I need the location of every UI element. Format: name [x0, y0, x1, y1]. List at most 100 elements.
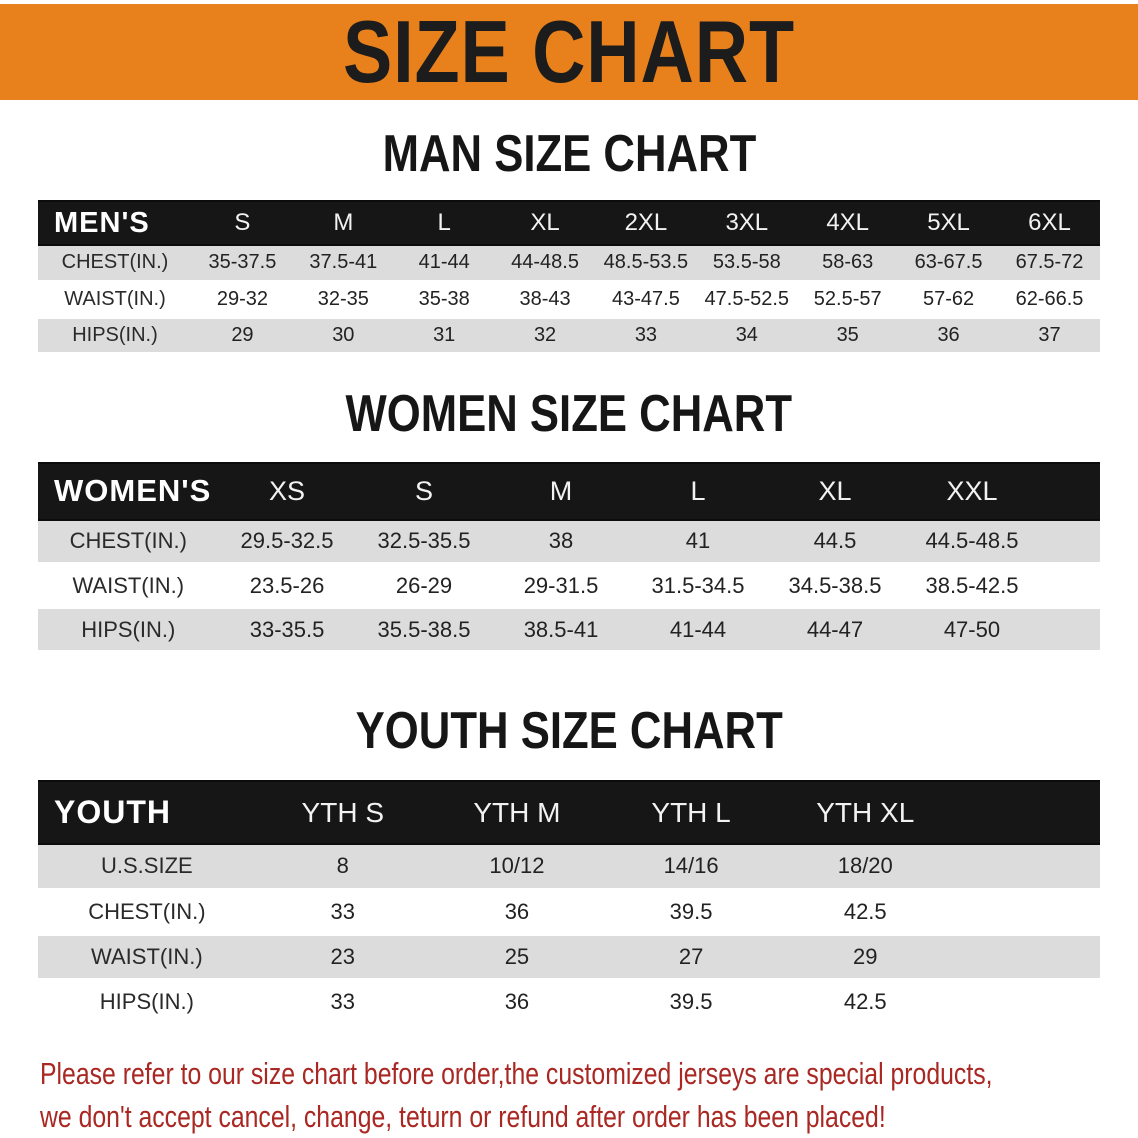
youth-table-corner-label: YOUTH [38, 780, 256, 845]
measurement-value: 33 [255, 889, 430, 936]
measurement-value: 32 [494, 317, 596, 355]
measurement-value: 30 [292, 317, 394, 355]
size-column-header: XXL [903, 461, 1041, 521]
men-size-chart-section: MAN SIZE CHART MEN'S S M L XL 2XL 3XL 4XL 5XL 6XL… [0, 126, 1138, 355]
size-column-header: XL [766, 461, 904, 521]
measurement-value: 53.5-58 [696, 245, 798, 283]
measurement-value: 29 [192, 317, 293, 355]
measurement-value: 35.5-38.5 [355, 607, 493, 653]
measurement-value: 23 [255, 934, 430, 981]
measurement-row: WAIST(IN.) 23.5-26 26-29 29-31.5 31.5-34.5 34… [38, 563, 1100, 609]
size-column-header: S [355, 461, 493, 521]
measurement-value: 39.5 [604, 979, 779, 1026]
measurement-value: 31 [393, 317, 495, 355]
spacer-cell [1040, 461, 1100, 521]
measurement-row: CHEST(IN.) 33 36 39.5 42.5 [38, 889, 1100, 936]
measurement-value: 26-29 [355, 563, 493, 609]
measurement-value: 31.5-34.5 [629, 563, 767, 609]
order-policy-note: Please refer to our size chart before or… [40, 1052, 1138, 1138]
women-size-table: WOMEN'S XS S M L XL XXL CHEST(IN.) 29.5-32.5 32.5… [38, 461, 1100, 653]
measurement-row-label: HIPS(IN.) [38, 979, 256, 1026]
measurement-value: 38.5-42.5 [903, 563, 1041, 609]
measurement-value: 35-37.5 [192, 245, 293, 283]
measurement-value: 44-47 [766, 607, 904, 653]
measurement-value: 44-48.5 [494, 245, 596, 283]
measurement-row-label: CHEST(IN.) [38, 889, 256, 936]
measurement-value: 36 [429, 889, 605, 936]
measurement-row: CHEST(IN.) 29.5-32.5 32.5-35.5 38 41 44.5 44.5… [38, 519, 1100, 565]
measurement-value: 43-47.5 [595, 281, 697, 319]
measurement-value: 38 [492, 519, 630, 565]
women-table-header-row: WOMEN'S XS S M L XL XXL [38, 461, 1100, 521]
youth-table-header-row: YOUTH YTH S YTH M YTH L YTH XL [38, 780, 1100, 845]
women-chart-heading: WOMEN SIZE CHART [0, 386, 1138, 442]
measurement-value: 44.5-48.5 [903, 519, 1041, 565]
spacer-cell [1040, 519, 1100, 565]
measurement-value: 32-35 [292, 281, 394, 319]
spacer-cell [952, 934, 1100, 981]
size-column-header: YTH L [604, 780, 779, 845]
measurement-value: 29-32 [192, 281, 293, 319]
measurement-value: 27 [604, 934, 779, 981]
size-column-header: XL [494, 200, 596, 246]
measurement-value: 23.5-26 [218, 563, 356, 609]
measurement-value: 58-63 [797, 245, 899, 283]
measurement-row: U.S.SIZE 8 10/12 14/16 18/20 [38, 844, 1100, 891]
measurement-value: 47-50 [903, 607, 1041, 653]
order-policy-line-1-text: Please refer to our size chart before or… [40, 1055, 993, 1091]
measurement-value: 36 [429, 979, 605, 1026]
size-column-header: 5XL [898, 200, 999, 246]
measurement-row: WAIST(IN.) 23 25 27 29 [38, 934, 1100, 981]
measurement-value: 29 [778, 934, 953, 981]
measurement-value: 38.5-41 [492, 607, 630, 653]
measurement-value: 34 [696, 317, 798, 355]
measurement-row: WAIST(IN.) 29-32 32-35 35-38 38-43 43-47.5 47.… [38, 281, 1100, 319]
spacer-cell [1040, 607, 1100, 653]
men-table-corner-label: MEN'S [38, 200, 192, 246]
size-column-header: YTH S [255, 780, 430, 845]
spacer-cell [952, 844, 1100, 891]
measurement-value: 32.5-35.5 [355, 519, 493, 565]
spacer-cell [952, 780, 1100, 845]
measurement-row: HIPS(IN.) 33-35.5 35.5-38.5 38.5-41 41-44 44-… [38, 607, 1100, 653]
size-column-header: XS [218, 461, 356, 521]
measurement-value: 35-38 [393, 281, 495, 319]
measurement-value: 33 [595, 317, 697, 355]
measurement-row: CHEST(IN.) 35-37.5 37.5-41 41-44 44-48.5 48.5… [38, 245, 1100, 283]
measurement-value: 44.5 [766, 519, 904, 565]
women-size-chart-section: WOMEN SIZE CHART WOMEN'S XS S M L XL XXL CHEST(… [0, 386, 1138, 653]
measurement-value: 34.5-38.5 [766, 563, 904, 609]
measurement-value: 33 [255, 979, 430, 1026]
measurement-value: 18/20 [778, 844, 953, 891]
men-chart-heading: MAN SIZE CHART [0, 126, 1138, 182]
measurement-value: 67.5-72 [999, 245, 1100, 283]
measurement-value: 57-62 [898, 281, 999, 319]
size-chart-page: SIZE CHART MAN SIZE CHART MEN'S S M L XL 2XL 3… [0, 4, 1138, 1136]
spacer-cell [952, 889, 1100, 936]
measurement-value: 41-44 [393, 245, 495, 283]
measurement-row: HIPS(IN.) 29 30 31 32 33 34 35 36 37 [38, 317, 1100, 355]
women-table-corner-label: WOMEN'S [38, 461, 219, 521]
measurement-value: 52.5-57 [797, 281, 899, 319]
spacer-cell [952, 979, 1100, 1026]
size-column-header: 3XL [696, 200, 798, 246]
measurement-value: 37.5-41 [292, 245, 394, 283]
measurement-value: 36 [898, 317, 999, 355]
size-column-header: 2XL [595, 200, 697, 246]
measurement-value: 63-67.5 [898, 245, 999, 283]
order-policy-line-1: Please refer to our size chart before or… [40, 1052, 1138, 1095]
measurement-row-label: CHEST(IN.) [38, 245, 192, 283]
measurement-value: 37 [999, 317, 1100, 355]
measurement-row: HIPS(IN.) 33 36 39.5 42.5 [38, 979, 1100, 1026]
measurement-row-label: WAIST(IN.) [38, 281, 192, 319]
size-column-header: 6XL [999, 200, 1100, 246]
measurement-value: 62-66.5 [999, 281, 1100, 319]
measurement-value: 14/16 [604, 844, 779, 891]
measurement-value: 10/12 [429, 844, 605, 891]
measurement-value: 29.5-32.5 [218, 519, 356, 565]
measurement-row-label: HIPS(IN.) [38, 317, 192, 355]
size-column-header: S [192, 200, 293, 246]
size-column-header: M [492, 461, 630, 521]
measurement-value: 33-35.5 [218, 607, 356, 653]
size-column-header: 4XL [797, 200, 899, 246]
